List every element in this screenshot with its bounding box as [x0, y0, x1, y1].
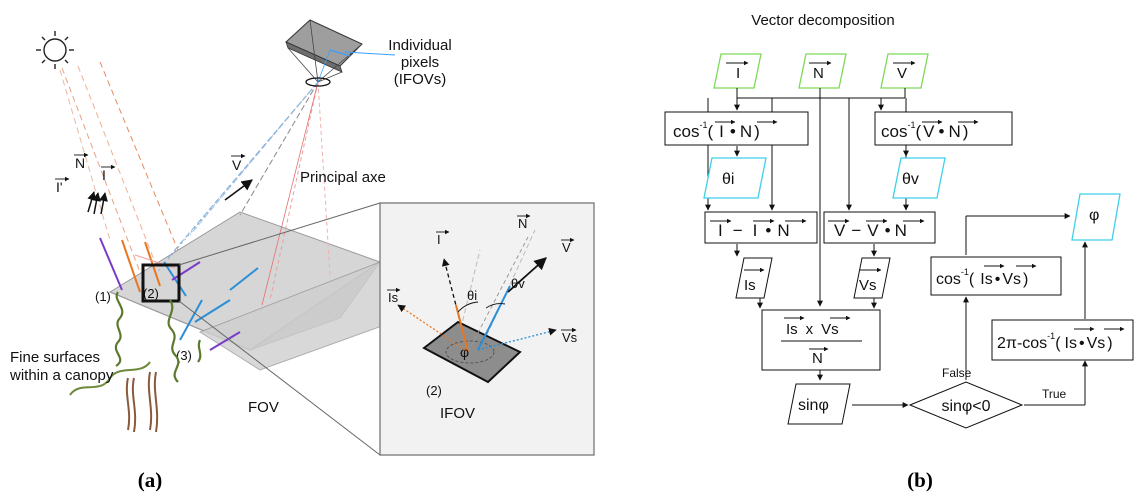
marker-1: (1): [95, 289, 111, 304]
vs-box: Vs: [853, 257, 891, 299]
callout-line-bottom: [178, 300, 381, 456]
ifov-inset: [379, 202, 595, 456]
input-i: I: [713, 53, 762, 89]
inset-phi: φ: [460, 344, 469, 360]
sun-icon: [36, 31, 74, 69]
input-n-text: N: [813, 65, 824, 82]
inset-theta-i: θi: [467, 288, 477, 303]
proj-i-box: I − I • N: [704, 211, 818, 244]
callout-line-top: [178, 202, 381, 266]
true-label: True: [1042, 387, 1067, 401]
inset-n-label: N: [518, 216, 527, 231]
cos-vn-box: cos-1(V • N): [874, 111, 1013, 146]
panel-b: Vector decomposition I N V: [664, 12, 1134, 492]
vine: [114, 291, 202, 383]
inset-v-label: V: [562, 240, 571, 255]
theta-v-box: θv: [892, 157, 946, 199]
v-label: V: [232, 157, 242, 173]
decision-diamond: sinφ<0: [908, 381, 1024, 429]
cos-true-box: 2π-cos-1(Is • Vs): [991, 319, 1134, 361]
fine-surfaces-label-1: Fine surfaces: [10, 349, 100, 366]
left-vectors: [87, 191, 108, 215]
vine-lower: [69, 361, 151, 396]
svg-text:2π-cos-1(Is•Vs): 2π-cos-1(Is • Vs): [997, 331, 1113, 352]
false-label: False: [942, 366, 972, 380]
principal-axe-label: Principal axe: [300, 169, 386, 186]
fine-surfaces-label-2: within a canopy: [9, 367, 114, 384]
cos-in-box: cos-1(I • N): [664, 111, 809, 146]
pixels-label-3: (IFOVs): [394, 71, 447, 88]
view-lines: [154, 81, 331, 306]
panel-a: Individual pixels (IFOVs) Principal axe …: [9, 19, 595, 492]
fov-label: FOV: [248, 399, 279, 416]
sinphi-box: sinφ: [787, 383, 851, 425]
caption-a: (a): [138, 468, 163, 492]
theta-i-text: θi: [722, 171, 734, 188]
sun-rays: [59, 61, 181, 281]
inset-marker-2: (2): [426, 383, 442, 398]
cos-false-box: cos-1(Is • Vs): [930, 256, 1062, 296]
ifov-label: IFOV: [440, 405, 475, 422]
cross-den: N: [812, 350, 823, 367]
cross-box: Is x Vs N: [761, 309, 881, 371]
proj-v-box: V − V • N: [823, 211, 936, 244]
inset-vs-label: Vs: [562, 330, 578, 345]
svg-text:I−I•N: I − I • N: [718, 221, 790, 240]
pixels-label-2: pixels: [401, 54, 439, 71]
inset-is-label: Is: [388, 290, 399, 305]
is-box: Is: [735, 257, 773, 299]
vs-text: Vs: [859, 277, 877, 294]
flow-title: Vector decomposition: [751, 12, 894, 29]
decision-text: sinφ<0: [941, 398, 990, 415]
is-text: Is: [744, 277, 756, 294]
inset-theta-v: θv: [511, 276, 525, 291]
n-label: N: [75, 155, 85, 171]
marker-3: (3): [176, 348, 192, 363]
theta-i-box: θi: [703, 157, 767, 199]
phi-text: φ: [1089, 207, 1099, 224]
svg-text:cos-1(I•N): cos-1(I • N): [673, 120, 760, 141]
theta-v-text: θv: [902, 171, 919, 188]
v-arrow: [224, 179, 253, 201]
pixels-leader: [344, 51, 396, 56]
input-i-text: I: [736, 65, 740, 82]
caption-b: (b): [907, 468, 933, 492]
stems: [125, 371, 159, 433]
sinphi-text: sinφ: [798, 397, 829, 414]
marker-2: (2): [143, 286, 159, 301]
input-v-text: V: [897, 65, 907, 82]
sensor-icon: [285, 19, 363, 87]
ifov-highlight: [141, 263, 181, 303]
i-prime-label: I': [56, 179, 63, 195]
i-label: I: [102, 167, 106, 183]
input-n: N: [798, 53, 847, 89]
svg-text:cos-1(V•N): cos-1(V • N): [881, 120, 968, 141]
svg-text:cos-1(Is•Vs): cos-1(Is • Vs): [936, 267, 1028, 288]
phi-output: φ: [1071, 193, 1121, 241]
inset-i-label: I: [437, 232, 441, 247]
input-v: V: [880, 53, 929, 89]
pixels-label-1: Individual: [388, 37, 451, 54]
svg-text:V−V•N: V − V • N: [834, 221, 907, 240]
